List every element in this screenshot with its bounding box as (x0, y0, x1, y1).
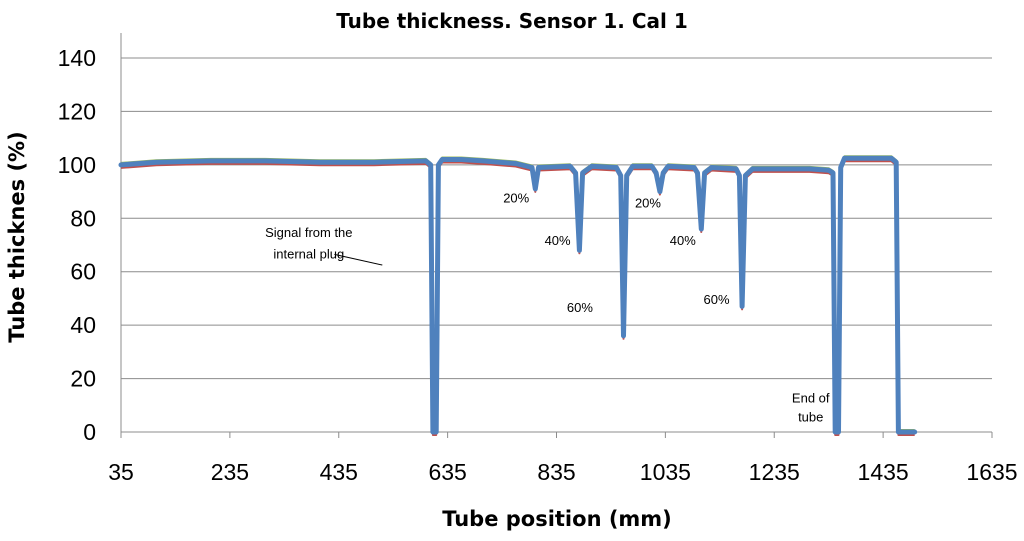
annotation-label: 40% (670, 233, 696, 248)
y-tick-labels: 0 20 40 60 80 100 120 140 (58, 45, 96, 445)
annotation-label: 60% (567, 300, 593, 315)
grid-lines (121, 57, 992, 380)
y-tick-label: 20 (70, 366, 96, 392)
x-tick-label: 1035 (640, 459, 691, 485)
y-axis-title: Tube thicknes (%) (5, 131, 29, 342)
y-tick-label: 60 (70, 259, 96, 285)
axes (120, 33, 993, 438)
y-tick-label: 40 (70, 312, 96, 338)
x-tick-label: 835 (537, 459, 575, 485)
x-axis-title: Tube position (mm) (442, 507, 672, 531)
x-tick-label: 35 (108, 459, 134, 485)
annotation-label: 20% (503, 190, 529, 205)
annotation-leader-line (334, 253, 383, 266)
annotation-label: End of (792, 391, 830, 406)
x-tick-label: 235 (211, 459, 249, 485)
x-tick-labels: 35 235 435 635 835 1035 1235 1435 1635 (108, 459, 1017, 485)
annotation-label: 60% (704, 292, 730, 307)
y-tick-label: 120 (58, 98, 96, 124)
annotation-label: tube (798, 409, 823, 424)
y-tick-label: 140 (58, 45, 96, 71)
annotation-label: 20% (635, 196, 661, 211)
y-tick-label: 0 (83, 419, 96, 445)
y-tick-label: 80 (70, 205, 96, 231)
series-line-sensor-1 (118, 155, 918, 435)
annotations: Signal from the internal plug 20% 40% 60% 20%… (265, 190, 830, 424)
chart-title: Tube thickness. Sensor 1. Cal 1 (336, 9, 688, 33)
x-tick-label: 435 (320, 459, 358, 485)
series-group (118, 155, 918, 436)
x-tick-label: 635 (428, 459, 466, 485)
annotation-label: Signal from the (265, 225, 352, 240)
annotation-label: 40% (545, 233, 571, 248)
y-tick-label: 100 (58, 152, 96, 178)
x-tick-label: 1435 (858, 459, 909, 485)
annotation-label: internal plug (273, 246, 344, 261)
x-tick-label: 1635 (966, 459, 1017, 485)
x-tick-label: 1235 (749, 459, 800, 485)
